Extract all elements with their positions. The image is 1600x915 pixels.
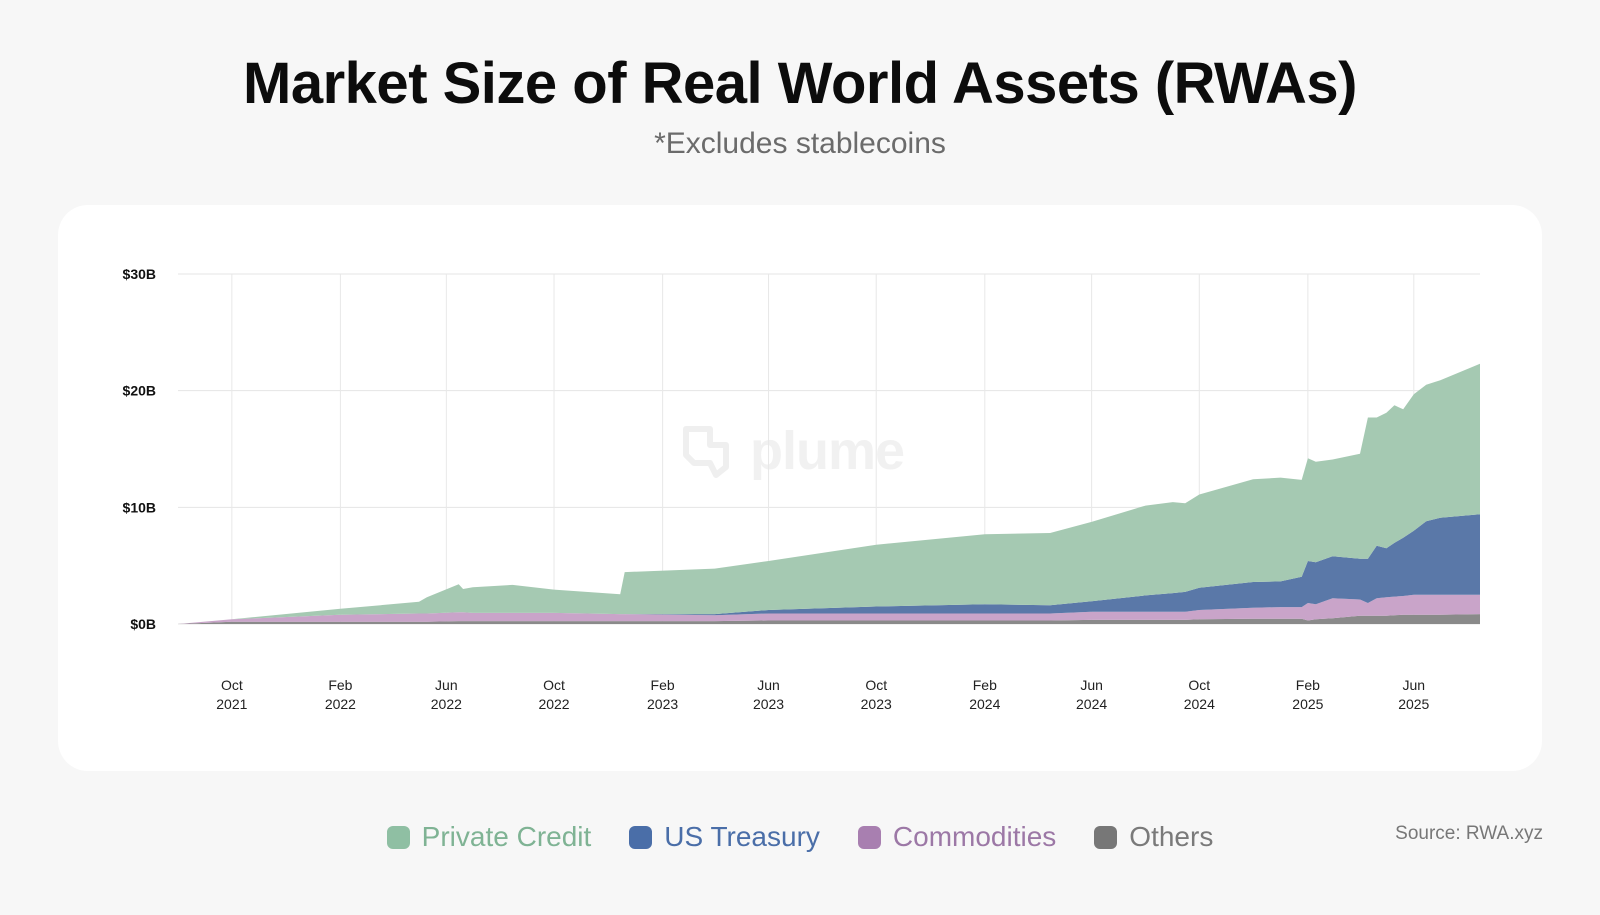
chart-card bbox=[58, 205, 1542, 771]
source-note: Source: RWA.xyz bbox=[1395, 823, 1543, 844]
legend-item-commodities[interactable]: Commodities bbox=[857, 821, 1057, 853]
legend-swatch-us-treasury bbox=[629, 825, 653, 849]
watermark-text: plume bbox=[750, 421, 905, 481]
legend-item-us-treasury[interactable]: US Treasury bbox=[629, 821, 820, 853]
legend-item-others[interactable]: Others bbox=[1094, 821, 1213, 853]
legend-label-others: Others bbox=[1129, 821, 1214, 852]
legend: Private Credit US Treasury Commodities O… bbox=[0, 817, 1600, 857]
chart-subtitle: *Excludes stablecoins bbox=[654, 127, 946, 160]
legend-label-commodities: Commodities bbox=[892, 821, 1057, 852]
legend-label-private-credit: Private Credit bbox=[421, 821, 592, 852]
chart-title: Market Size of Real World Assets (RWAs) bbox=[243, 51, 1357, 116]
legend-swatch-private-credit bbox=[386, 825, 410, 849]
legend-swatch-others bbox=[1094, 825, 1118, 849]
legend-label-us-treasury: US Treasury bbox=[664, 821, 820, 852]
legend-item-private-credit[interactable]: Private Credit bbox=[386, 821, 592, 853]
watermark: plume bbox=[680, 420, 905, 482]
plume-logo-icon bbox=[683, 426, 729, 478]
legend-swatch-commodities bbox=[857, 825, 881, 849]
